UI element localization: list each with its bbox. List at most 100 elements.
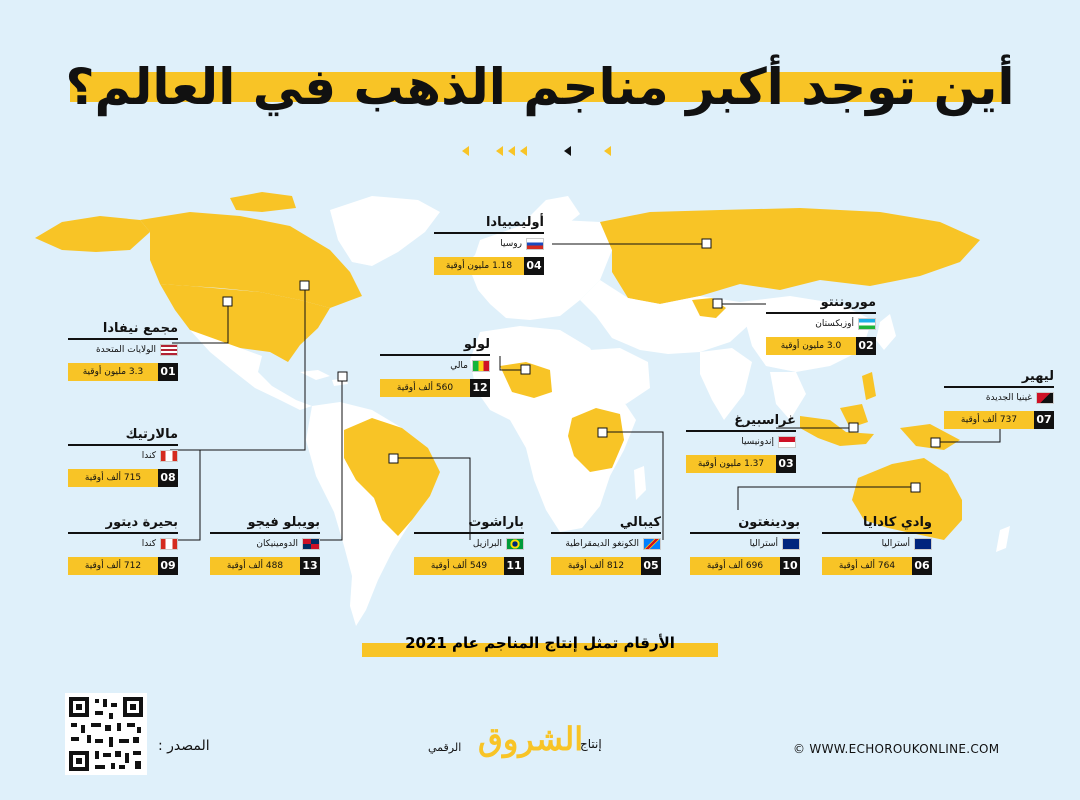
rank-badge: 10 bbox=[780, 557, 800, 575]
mine-card-04: أوليمبيادا روسيا 04 1.18 مليون أوقية bbox=[434, 214, 544, 275]
country-label: أستراليا bbox=[749, 539, 778, 549]
mine-card-05: كيبالي الكونغو الديمقراطية 05 812 ألف أوق… bbox=[551, 514, 661, 575]
website-link[interactable]: © WWW.ECHOROUKONLINE.COM bbox=[793, 742, 1000, 756]
production-value: 549 ألف أوقية bbox=[414, 557, 504, 575]
land-png bbox=[900, 424, 960, 450]
marker-03 bbox=[848, 422, 859, 433]
production-value: 737 ألف أوقية bbox=[944, 411, 1034, 429]
arrow-left-icon bbox=[462, 146, 469, 156]
mine-card-01: مجمع نيفادا الولايات المتحدة 01 3.3 مليون… bbox=[68, 320, 178, 381]
production-value: 1.18 مليون أوقية bbox=[434, 257, 524, 275]
marker-08 bbox=[299, 280, 310, 291]
land-alaska bbox=[35, 216, 150, 252]
rank-badge: 02 bbox=[856, 337, 876, 355]
pg-flag-icon bbox=[1036, 392, 1054, 404]
marker-11 bbox=[388, 453, 399, 464]
mine-name: لولو bbox=[380, 336, 490, 356]
land-brazil bbox=[344, 418, 440, 536]
qr-code-icon[interactable] bbox=[65, 693, 147, 775]
br-flag-icon bbox=[506, 538, 524, 550]
marker-06 bbox=[910, 482, 921, 493]
land-usa bbox=[160, 284, 330, 362]
title-highlight bbox=[70, 72, 1010, 102]
production-value: 3.3 مليون أوقية bbox=[68, 363, 158, 381]
rank-badge: 11 bbox=[504, 557, 524, 575]
mine-card-11: باراشوت البرازيل 11 549 ألف أوقية bbox=[414, 514, 524, 575]
line-05 bbox=[603, 431, 664, 540]
mine-name: أوليمبيادا bbox=[434, 214, 544, 234]
country-label: إندونيسيا bbox=[741, 437, 774, 447]
land-mexico bbox=[190, 330, 312, 410]
production-value: 764 ألف أوقية bbox=[822, 557, 912, 575]
rank-badge: 04 bbox=[524, 257, 544, 275]
line-12 bbox=[499, 356, 526, 371]
country-label: الكونغو الديمقراطية bbox=[565, 539, 639, 549]
marker-12 bbox=[520, 364, 531, 375]
ml-flag-icon bbox=[472, 360, 490, 372]
rank-badge: 08 bbox=[158, 469, 178, 487]
country-label: الدومينيكان bbox=[256, 539, 298, 549]
line-06 bbox=[737, 486, 916, 510]
mine-name: بودينغتون bbox=[690, 514, 800, 534]
mine-name: باراشوت bbox=[414, 514, 524, 534]
line-08 bbox=[170, 285, 306, 451]
page-title: أين توجد أكبر مناجم الذهب في العالم؟ bbox=[65, 58, 1015, 116]
footnote: الأرقام تمثل إنتاج المناجم عام 2021 bbox=[405, 634, 675, 652]
mine-card-07: ليهير غينيا الجديدة 07 737 ألف أوقية bbox=[944, 368, 1054, 429]
mine-name: مجمع نيفادا bbox=[68, 320, 178, 340]
marker-13 bbox=[337, 371, 348, 382]
mine-card-08: مالارتيك كندا 08 715 ألف أوقية bbox=[68, 426, 178, 487]
rank-badge: 09 bbox=[158, 557, 178, 575]
source-label: المصدر : bbox=[158, 738, 210, 754]
mine-card-10: بودينغتون أستراليا 10 696 ألف أوقية bbox=[690, 514, 800, 575]
rank-badge: 12 bbox=[470, 379, 490, 397]
do-flag-icon bbox=[302, 538, 320, 550]
arrow-left-icon bbox=[520, 146, 527, 156]
mine-name: بحيرة ديتور bbox=[68, 514, 178, 534]
rank-badge: 06 bbox=[912, 557, 932, 575]
marker-01 bbox=[222, 296, 233, 307]
arrow-left-icon bbox=[564, 146, 571, 156]
cd-flag-icon bbox=[643, 538, 661, 550]
line-01 bbox=[172, 302, 229, 344]
country-label: روسيا bbox=[500, 239, 522, 249]
marker-05 bbox=[597, 427, 608, 438]
produced-by-label: إنتاج bbox=[580, 737, 602, 751]
marker-02 bbox=[712, 298, 723, 309]
mine-name: بويبلو فيجو bbox=[210, 514, 320, 534]
rank-badge: 07 bbox=[1034, 411, 1054, 429]
note-highlight bbox=[362, 643, 718, 657]
mine-name: كيبالي bbox=[551, 514, 661, 534]
mine-name: مالارتيك bbox=[68, 426, 178, 446]
mine-card-06: وادي كادايا أستراليا 06 764 ألف أوقية bbox=[822, 514, 932, 575]
line-13 bbox=[320, 376, 343, 541]
mine-card-12: لولو مالي 12 560 ألف أوقية bbox=[380, 336, 490, 397]
rank-badge: 05 bbox=[641, 557, 661, 575]
digital-label: الرقمي bbox=[428, 741, 462, 754]
rank-badge: 03 bbox=[776, 455, 796, 473]
country-label: مالي bbox=[450, 361, 468, 371]
production-value: 3.0 مليون أوقية bbox=[766, 337, 856, 355]
production-value: 560 ألف أوقية bbox=[380, 379, 470, 397]
country-label: الولايات المتحدة bbox=[95, 345, 156, 355]
mine-card-02: موروننتو أوزبكستان 02 3.0 مليون أوقية bbox=[766, 294, 876, 355]
ca-flag-icon bbox=[160, 538, 178, 550]
au-flag-icon bbox=[914, 538, 932, 550]
country-label: أوزبكستان bbox=[815, 319, 854, 329]
mine-name: وادي كادايا bbox=[822, 514, 932, 534]
mine-card-03: غراسبيرغ إندونيسيا 03 1.37 مليون أوقية bbox=[686, 412, 796, 473]
mine-name: موروننتو bbox=[766, 294, 876, 314]
mine-name: غراسبيرغ bbox=[686, 412, 796, 432]
production-value: 488 ألف أوقية bbox=[210, 557, 300, 575]
ru-flag-icon bbox=[526, 238, 544, 250]
land-drcongo bbox=[568, 408, 624, 472]
country-label: كندا bbox=[141, 539, 156, 549]
rank-badge: 13 bbox=[300, 557, 320, 575]
marker-07 bbox=[930, 437, 941, 448]
land-mali bbox=[500, 362, 552, 398]
land-russia bbox=[600, 208, 980, 304]
production-value: 696 ألف أوقية bbox=[690, 557, 780, 575]
echorouk-logo: الشروق bbox=[478, 720, 584, 758]
us-flag-icon bbox=[160, 344, 178, 356]
